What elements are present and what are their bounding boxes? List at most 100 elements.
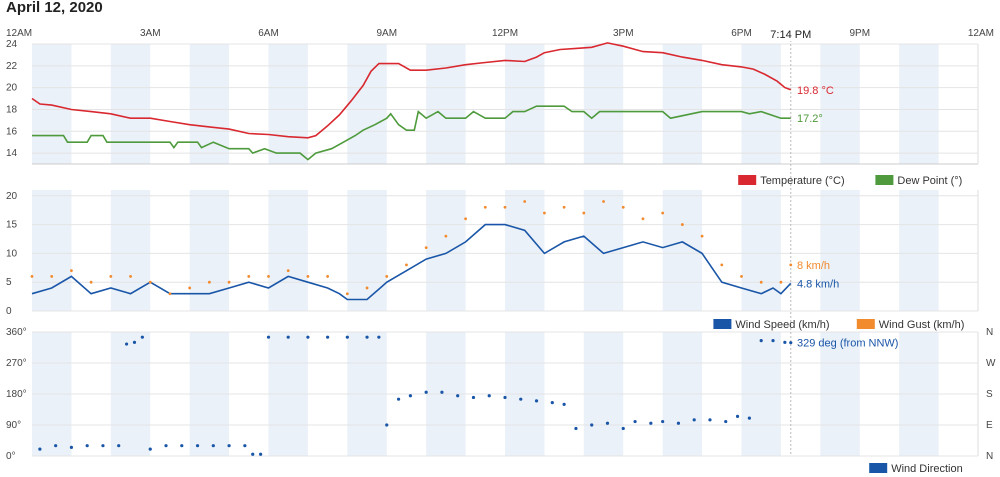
- gust-point: [720, 263, 724, 267]
- current-time-label-bg: [766, 27, 815, 41]
- legend-swatch: [875, 175, 894, 185]
- y-tick-label-right: W: [986, 358, 996, 369]
- legend-swatch: [869, 463, 888, 473]
- direction-point: [140, 335, 144, 339]
- y-tick-label-right: N: [986, 451, 993, 462]
- direction-point: [180, 444, 184, 448]
- direction-point: [211, 444, 215, 448]
- night-band: [662, 44, 703, 164]
- night-band: [110, 44, 151, 164]
- direction-point: [326, 335, 330, 339]
- y-tick-label: 10: [6, 248, 18, 259]
- y-tick-label: 22: [6, 61, 18, 72]
- gust-point: [602, 200, 605, 203]
- y-tick-label: 0: [6, 306, 12, 317]
- wind-direction-panel: 0° N 90° E 180° S 270° W 360° N 329 deg (from NNW)…: [6, 327, 996, 475]
- night-band: [505, 190, 545, 311]
- x-tick-label: 6PM: [731, 28, 752, 39]
- x-axis: 12AM 3AM 6AM 9AM 12PM 3PM 6PM 9PM 12AM: [6, 28, 994, 39]
- gust-point: [286, 269, 290, 273]
- gust-point: [700, 234, 704, 238]
- night-band: [110, 190, 151, 311]
- direction-point: [605, 421, 610, 425]
- direction-point: [306, 335, 310, 339]
- direction-point: [132, 340, 137, 344]
- y-tick-label: 5: [6, 277, 12, 288]
- y-tick-label: 18: [6, 104, 18, 115]
- gust-point: [740, 275, 743, 278]
- direction-point: [783, 340, 787, 344]
- x-tick-label: 12AM: [968, 28, 994, 39]
- night-band: [741, 190, 781, 311]
- night-band: [505, 44, 545, 164]
- series-line: [32, 105, 791, 161]
- legend-label: Wind Direction: [891, 463, 963, 475]
- y-tick-label-right: E: [986, 420, 993, 431]
- direction-point: [676, 421, 681, 425]
- y-tick-label: 20: [6, 191, 18, 202]
- gust-point: [267, 275, 270, 278]
- night-band: [426, 44, 466, 164]
- x-tick-label: 3PM: [613, 28, 634, 39]
- direction-point: [692, 418, 696, 422]
- gust-point: [247, 275, 251, 278]
- gust-point: [227, 280, 231, 284]
- gust-point: [641, 217, 645, 221]
- current-value-label: 4.8 km/h: [797, 278, 839, 290]
- x-tick-label: 9PM: [849, 28, 870, 39]
- direction-point: [38, 447, 42, 451]
- gust-point: [70, 269, 73, 273]
- gust-point: [680, 223, 684, 226]
- page-title: April 12, 2020: [6, 0, 103, 16]
- direction-point: [633, 419, 637, 424]
- night-band: [268, 44, 308, 164]
- gust-point: [444, 234, 448, 238]
- legend-label: Temperature (°C): [760, 175, 844, 187]
- direction-point: [286, 335, 290, 339]
- direction-point: [117, 444, 121, 448]
- direction-point: [259, 452, 263, 456]
- direction-point: [708, 418, 712, 422]
- gust-point: [543, 211, 546, 215]
- y-tick-label: 14: [6, 148, 18, 159]
- y-tick-label: 180°: [6, 389, 27, 400]
- direction-point: [365, 335, 369, 339]
- current-time-marker: 7:14 PM: [766, 27, 815, 456]
- direction-point: [771, 339, 775, 343]
- direction-point: [456, 394, 460, 398]
- direction-point: [621, 426, 625, 431]
- direction-point: [661, 419, 665, 424]
- night-band: [189, 190, 230, 311]
- x-tick-label: 9AM: [376, 28, 397, 39]
- gust-point: [129, 275, 132, 278]
- direction-point: [550, 401, 554, 405]
- direction-point: [408, 394, 412, 398]
- wind-speed-panel: 0 5 10 15 20 4.8 km/h 8 km/h Wind Gust (km/h) Wi…: [6, 191, 964, 331]
- gust-point: [582, 211, 586, 215]
- y-tick-label: 360°: [6, 327, 27, 338]
- direction-point: [164, 444, 168, 448]
- direction-point: [503, 395, 507, 400]
- night-band: [741, 44, 781, 164]
- y-tick-label: 24: [6, 39, 18, 50]
- temperature-panel: 14 16 18 20 22 24 19.8 °C 17.2° Dew Point (°) Tem…: [6, 39, 962, 187]
- gust-point: [759, 280, 763, 284]
- legend-label: Dew Point (°): [897, 175, 962, 187]
- current-value-label: 8 km/h: [797, 260, 830, 272]
- gust-point: [483, 205, 487, 209]
- direction-point: [125, 342, 129, 346]
- direction-point: [85, 444, 89, 448]
- gust-point: [30, 275, 34, 278]
- gust-point: [109, 275, 113, 278]
- y-tick-label: 15: [6, 220, 18, 231]
- direction-point: [345, 335, 349, 339]
- gust-point: [503, 205, 507, 209]
- y-tick-label: 90°: [6, 420, 21, 431]
- direction-point: [574, 426, 578, 431]
- gust-point: [89, 280, 93, 284]
- direction-point: [396, 397, 401, 401]
- gust-point: [207, 280, 211, 284]
- night-band: [899, 44, 939, 164]
- x-tick-label: 12PM: [492, 28, 518, 39]
